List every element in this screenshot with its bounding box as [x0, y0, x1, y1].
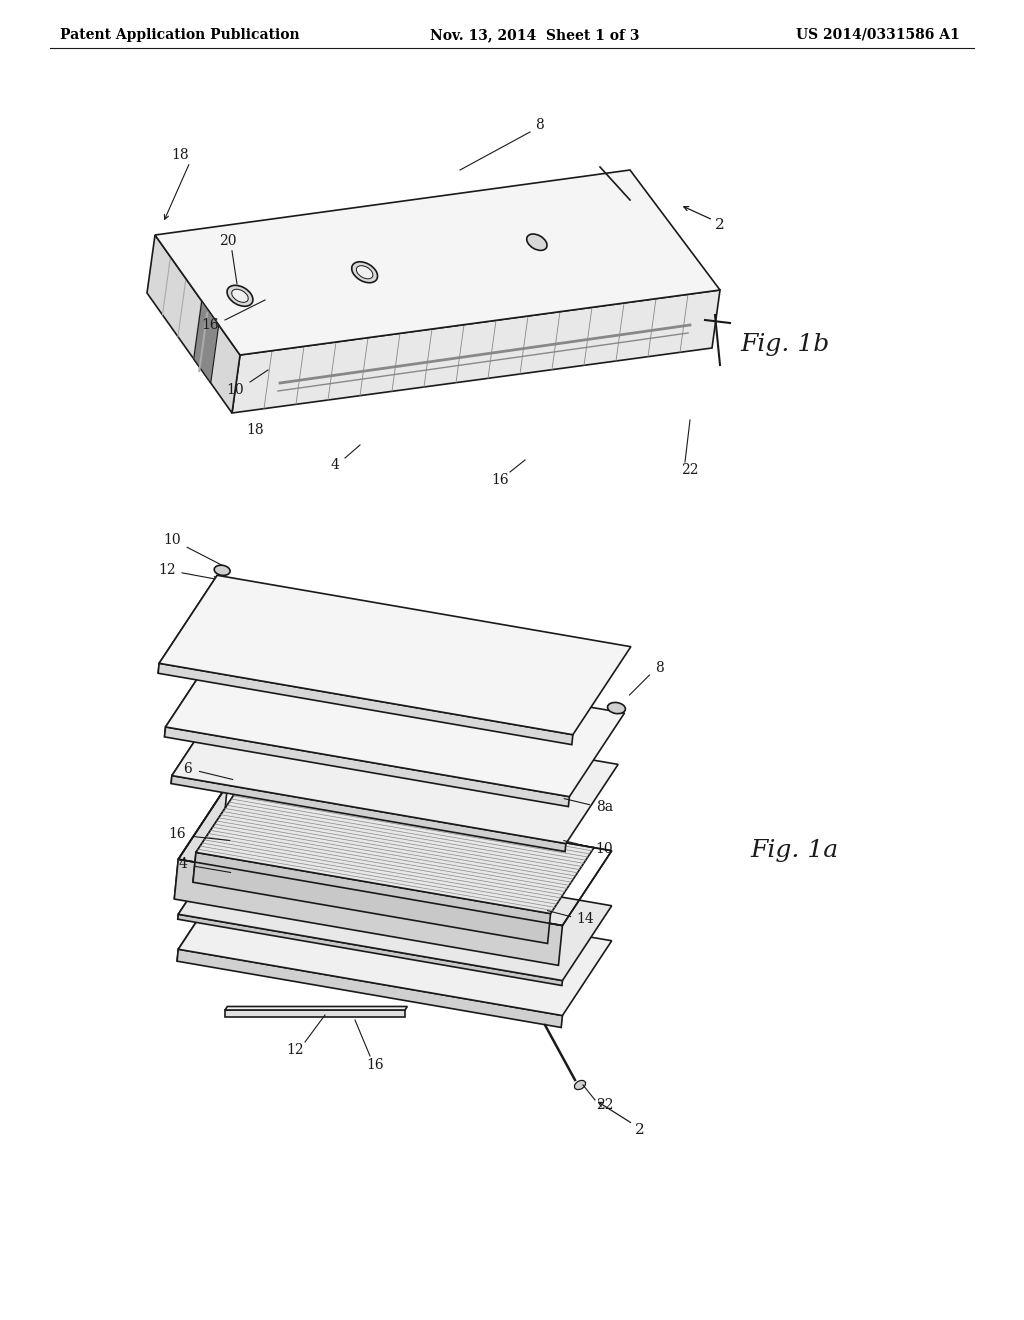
Polygon shape	[158, 663, 572, 744]
Text: US 2014/0331586 A1: US 2014/0331586 A1	[797, 28, 961, 42]
Text: 16: 16	[201, 318, 219, 333]
Polygon shape	[196, 787, 594, 913]
Polygon shape	[178, 840, 611, 981]
Text: 10: 10	[226, 383, 244, 397]
Ellipse shape	[227, 285, 253, 306]
Text: 2: 2	[715, 218, 725, 232]
Ellipse shape	[526, 234, 547, 251]
Ellipse shape	[231, 289, 248, 302]
Text: Patent Application Publication: Patent Application Publication	[60, 28, 300, 42]
Polygon shape	[165, 643, 220, 737]
Text: 8: 8	[655, 661, 664, 675]
Text: 12: 12	[159, 564, 176, 577]
Text: 16: 16	[492, 473, 509, 487]
Polygon shape	[225, 1010, 406, 1016]
Text: 16: 16	[169, 828, 186, 841]
Polygon shape	[177, 874, 227, 961]
Ellipse shape	[408, 685, 422, 694]
Text: Fig. 1a: Fig. 1a	[750, 838, 838, 862]
Polygon shape	[147, 235, 240, 413]
Polygon shape	[178, 874, 611, 1015]
Text: 16: 16	[367, 1059, 384, 1072]
Text: 22: 22	[596, 1098, 613, 1111]
Text: 6: 6	[183, 763, 191, 776]
Text: 18: 18	[246, 422, 264, 437]
Polygon shape	[232, 290, 720, 413]
Text: 8a: 8a	[596, 800, 613, 813]
Ellipse shape	[607, 702, 626, 714]
Polygon shape	[165, 727, 569, 807]
Text: 8: 8	[536, 117, 545, 132]
Text: Fig. 1b: Fig. 1b	[740, 334, 829, 356]
Polygon shape	[171, 776, 566, 851]
Text: 20: 20	[219, 234, 237, 248]
Polygon shape	[225, 1006, 408, 1010]
Polygon shape	[172, 697, 618, 843]
Text: 2: 2	[635, 1123, 645, 1137]
Polygon shape	[194, 301, 219, 383]
Ellipse shape	[214, 565, 230, 576]
Polygon shape	[178, 915, 562, 986]
Polygon shape	[177, 949, 562, 1027]
Polygon shape	[171, 697, 224, 784]
Polygon shape	[193, 787, 240, 882]
Text: 18: 18	[171, 148, 188, 162]
Text: 14: 14	[577, 912, 594, 925]
Text: Nov. 13, 2014  Sheet 1 of 3: Nov. 13, 2014 Sheet 1 of 3	[430, 28, 640, 42]
Text: 4: 4	[178, 858, 187, 871]
Ellipse shape	[574, 1080, 586, 1089]
Polygon shape	[193, 853, 551, 944]
Text: 10: 10	[164, 533, 181, 548]
Ellipse shape	[404, 682, 426, 697]
Text: 12: 12	[286, 1043, 304, 1057]
Polygon shape	[155, 170, 720, 355]
Text: 4: 4	[331, 458, 339, 473]
Text: 10: 10	[595, 842, 612, 855]
Ellipse shape	[351, 261, 378, 282]
Text: 22: 22	[681, 463, 698, 477]
Polygon shape	[158, 576, 217, 673]
Polygon shape	[178, 840, 227, 919]
Polygon shape	[174, 784, 227, 899]
Polygon shape	[159, 576, 631, 735]
Polygon shape	[166, 643, 625, 797]
Polygon shape	[174, 859, 562, 965]
Ellipse shape	[356, 265, 373, 279]
